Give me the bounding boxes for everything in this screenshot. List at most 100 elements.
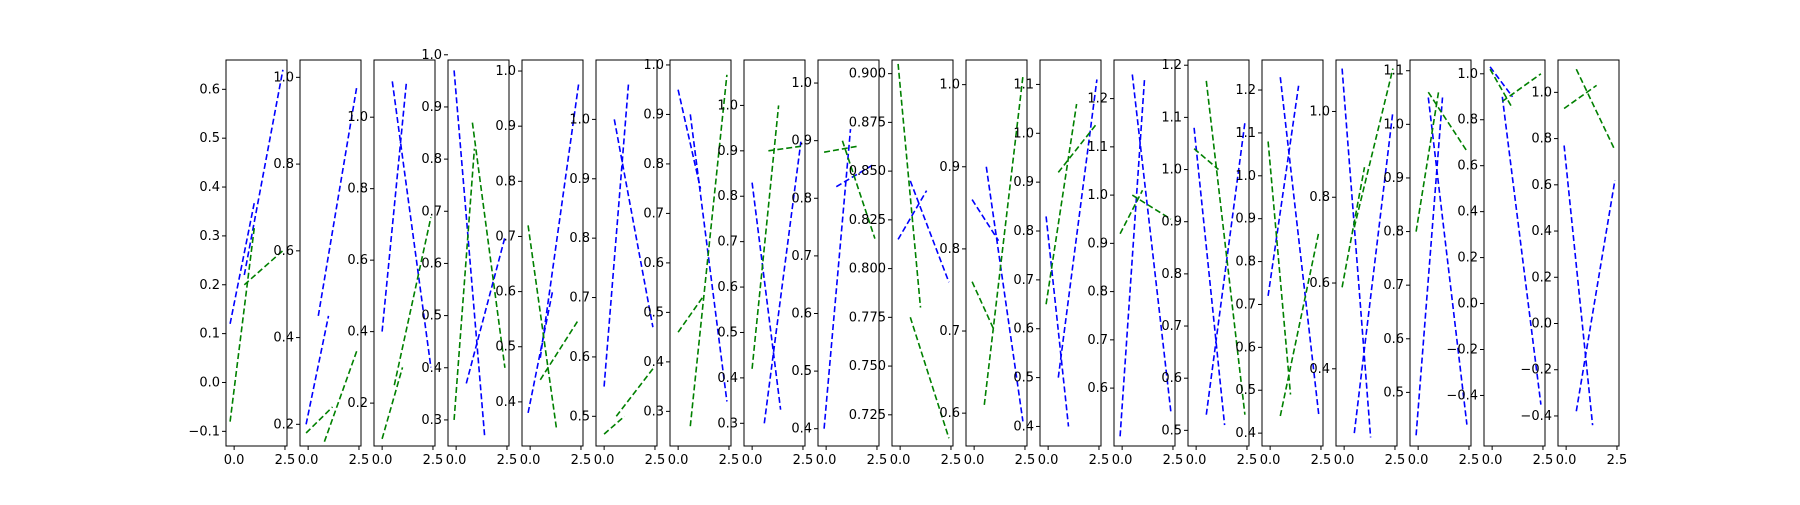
panel-1: −0.1 0.0 0.1 0.2 0.3 0.4 0.5 0.6 0.0 2.5 [188,59,295,468]
series-line-green-4 [1575,68,1616,151]
y-tick-label: 0.5 [421,309,442,324]
y-tick-label: 1.1 [1383,64,1404,79]
y-tick-label: 0.7 [1013,273,1034,288]
series-line-blue-2 [1057,79,1098,378]
y-tick-label: 0.4 [199,180,220,195]
series-line-green-3 [751,105,780,369]
y-tick-label: 0.3 [199,229,220,244]
axes-frame [891,59,954,447]
panel-12: 0.40.50.60.70.80.91.01.10.0 2.5 [1013,59,1109,468]
series-line-blue-2 [1205,122,1246,415]
series-line-blue-1 [1489,66,1514,98]
series-line-green-3 [1341,167,1366,288]
y-tick-label: 0.9 [1383,171,1404,186]
y-tick-label: 1.0 [1161,163,1182,178]
y-tick-label: 0.0 [199,375,220,390]
y-tick-label: 0.775 [849,310,886,325]
y-tick-label: 0.8 [569,231,590,246]
y-tick-label: 0.800 [849,262,886,277]
axes-frame [965,59,1028,447]
series-line-blue-2 [613,119,654,328]
x-tick-label: 0.0 [1482,453,1503,468]
series-line-blue-2 [317,85,358,317]
y-tick-label: 0.7 [643,206,664,221]
y-tick-label: 0.8 [347,182,368,197]
series-line-green-4 [909,317,950,439]
x-tick-label: 0.0 [890,453,911,468]
panel-18: −0.4−0.20.00.20.40.60.81.00.0 2.5 [1446,59,1554,468]
series-line-blue-2 [689,114,728,402]
y-tick-label: −0.4 [1446,388,1478,403]
x-tick-label: 2.5 [1015,453,1036,468]
y-tick-label: 0.6 [1161,371,1182,386]
y-tick-label: 0.8 [1161,267,1182,282]
y-tick-label: 0.8 [1087,285,1108,300]
axes-frame [225,59,288,447]
y-tick-label: 0.8 [1309,190,1330,205]
y-tick-label: 0.8 [1531,132,1552,147]
y-tick-label: 0.7 [791,249,812,264]
axes-frame [1187,59,1250,447]
series-line-blue-1 [971,199,1000,242]
series-line-blue-2 [465,237,506,384]
y-tick-label: 1.0 [1531,85,1552,100]
y-tick-label: 0.6 [1235,340,1256,355]
y-tick-label: 0.3 [717,416,738,431]
series-line-green-4 [539,318,580,381]
y-tick-label: 0.8 [1013,224,1034,239]
y-tick-label: 0.2 [199,278,220,293]
y-tick-label: 0.4 [1235,426,1256,441]
axes-frame [743,59,806,447]
y-tick-label: 0.6 [791,306,812,321]
axes-frame [595,59,658,447]
y-tick-label: 0.6 [347,253,368,268]
series-line-green-4 [1205,80,1246,415]
x-tick-label: 0.0 [1408,453,1429,468]
x-tick-label: 0.0 [298,453,319,468]
y-tick-label: 0.4 [1013,419,1034,434]
y-tick-label: 1.0 [1013,126,1034,141]
y-tick-label: 0.7 [495,229,516,244]
series-line-blue-2 [835,163,876,188]
y-tick-label: 0.2 [347,396,368,411]
y-tick-label: 1.0 [1087,188,1108,203]
series-line-blue-1 [1119,79,1146,437]
y-tick-label: −0.2 [1446,343,1478,358]
panel-17: 0.50.60.70.80.91.01.10.0 2.5 [1383,59,1479,468]
y-tick-label: 0.9 [495,119,516,134]
y-tick-label: 1.0 [273,70,294,85]
y-tick-label: 0.5 [717,325,738,340]
y-tick-label: 0.7 [1161,319,1182,334]
y-tick-label: 0.9 [1013,175,1034,190]
y-tick-label: 1.0 [495,64,516,79]
x-tick-label: 2.5 [941,453,962,468]
x-tick-label: 0.0 [1038,453,1059,468]
series-line-blue-2 [909,180,950,283]
y-tick-label: 0.6 [1383,332,1404,347]
series-line-green-3 [1415,92,1440,232]
y-tick-label: 0.5 [495,340,516,355]
y-tick-label: 0.6 [643,256,664,271]
series-line-blue-1 [381,81,408,332]
series-line-green-4 [1427,91,1468,152]
series-line-green-4 [471,122,506,368]
y-tick-label: 0.6 [495,285,516,300]
series-line-blue-2 [985,166,1024,422]
axes-frame [1039,59,1102,447]
y-tick-label: 0.6 [1087,381,1108,396]
x-tick-label: 2.5 [1237,453,1258,468]
series-line-blue-1 [453,70,486,436]
x-tick-label: 0.0 [446,453,467,468]
y-tick-label: 0.6 [421,256,442,271]
x-tick-label: 2.5 [1533,453,1554,468]
y-tick-label: −0.2 [1520,363,1552,378]
panel-13: 0.60.70.80.91.01.11.20.0 2.5 [1087,59,1183,468]
series-line-green-4 [1279,231,1320,417]
y-tick-label: 0.5 [1161,423,1182,438]
x-tick-label: 2.5 [571,453,592,468]
series-line-blue-2 [391,81,432,368]
series-line-blue-1 [603,83,630,387]
series-line-blue-1 [229,201,256,324]
axes-frame [817,59,880,447]
